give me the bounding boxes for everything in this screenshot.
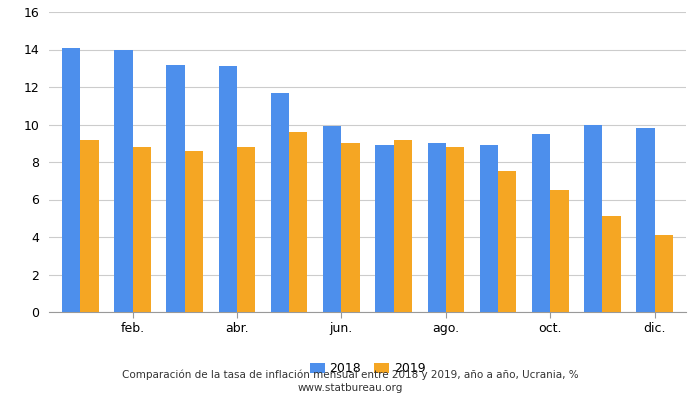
- Bar: [446, 147, 464, 312]
- Bar: [532, 134, 550, 312]
- Legend: 2018, 2019: 2018, 2019: [304, 357, 430, 380]
- Bar: [480, 145, 498, 312]
- Bar: [584, 124, 603, 312]
- Bar: [185, 151, 203, 312]
- Bar: [132, 147, 150, 312]
- Bar: [323, 126, 342, 312]
- Bar: [393, 140, 412, 312]
- Bar: [498, 171, 517, 312]
- Bar: [237, 147, 256, 312]
- Bar: [375, 145, 393, 312]
- Bar: [636, 128, 655, 312]
- Bar: [167, 64, 185, 312]
- Text: Comparación de la tasa de inflación mensual entre 2018 y 2019, año a año, Ucrani: Comparación de la tasa de inflación mens…: [122, 370, 578, 380]
- Bar: [289, 132, 307, 312]
- Bar: [342, 143, 360, 312]
- Bar: [218, 66, 237, 312]
- Bar: [114, 50, 132, 312]
- Bar: [62, 48, 80, 312]
- Bar: [80, 140, 99, 312]
- Bar: [550, 190, 568, 312]
- Bar: [603, 216, 621, 312]
- Bar: [271, 93, 289, 312]
- Bar: [428, 143, 446, 312]
- Bar: [654, 235, 673, 312]
- Text: www.statbureau.org: www.statbureau.org: [298, 383, 402, 393]
